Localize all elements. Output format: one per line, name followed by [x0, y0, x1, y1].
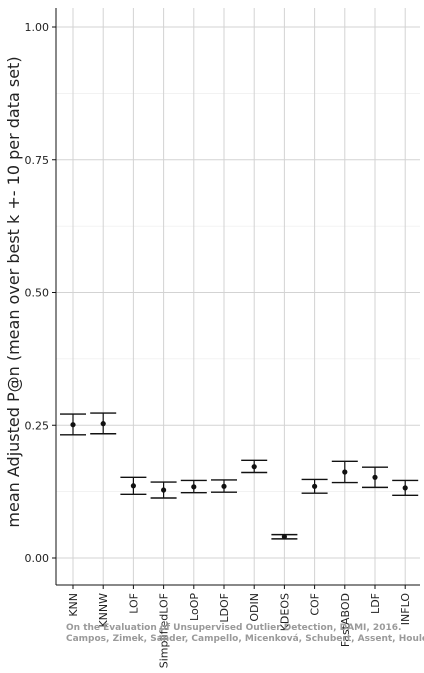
y-tick-label: 1.00 — [25, 21, 50, 34]
mean-point — [221, 483, 227, 489]
error-bar-KNNW — [90, 412, 117, 435]
x-tick-label: KDEOS — [278, 593, 291, 631]
error-bar-LDOF — [211, 479, 237, 493]
x-tick-label: KNNW — [97, 593, 110, 628]
x-tick-label: INFLO — [399, 593, 412, 626]
error-bar-KDEOS — [271, 533, 298, 540]
mean-point — [130, 483, 136, 489]
mean-point — [251, 464, 257, 470]
x-tick-label: ODIN — [248, 593, 261, 622]
y-tick-label: 0.50 — [25, 287, 50, 300]
error-bar-SimplifiedLOF — [150, 481, 177, 499]
error-bar-ODIN — [241, 459, 268, 474]
y-gridlines — [56, 26, 420, 559]
watermark: On the Evaluation of Unsupervised Outlie… — [66, 623, 424, 644]
error-bar-LDF — [362, 466, 388, 489]
y-axis-ticks: 0.00 0.25 0.50 0.75 1.00 — [25, 21, 56, 565]
x-tick-label: FastABOD — [339, 593, 352, 647]
error-bar-LOF — [120, 476, 147, 495]
y-tick-label: 0.00 — [25, 552, 50, 565]
mean-point — [100, 421, 106, 427]
x-tick-label: LDF — [369, 593, 382, 614]
mean-point — [312, 483, 318, 489]
y-axis-label: mean Adjusted P@n (mean over best k +- 1… — [4, 56, 23, 527]
x-tick-label: SimplifiedLOF — [158, 593, 171, 668]
mean-point — [70, 422, 76, 428]
error-bar-INFLO — [392, 479, 419, 497]
y-tick-label: 0.25 — [25, 419, 50, 432]
mean-point — [402, 485, 408, 491]
error-bar-COF — [301, 478, 328, 494]
x-axis-ticks: KNN KNNW LOF SimplifiedLOF LoOP LDOF ODIN KDEOS… — [67, 585, 412, 668]
error-bars — [60, 412, 419, 540]
error-bar-FastABOD — [331, 460, 358, 484]
x-tick-label: COF — [309, 593, 322, 616]
x-tick-label: LoOP — [188, 593, 201, 621]
watermark-line-2: Campos, Zimek, Sander, Campello, Micenko… — [66, 634, 424, 644]
x-tick-label: KNN — [67, 593, 80, 617]
error-bar-KNN — [60, 413, 86, 436]
watermark-line-1: On the Evaluation of Unsupervised Outlie… — [66, 623, 401, 633]
x-tick-label: LOF — [127, 593, 140, 614]
mean-point — [342, 469, 348, 475]
error-bar-LoOP — [180, 479, 207, 494]
y-tick-label: 0.75 — [25, 154, 50, 167]
mean-point — [161, 487, 167, 493]
mean-point — [191, 484, 197, 490]
mean-point — [281, 534, 287, 540]
mean-point — [372, 474, 378, 480]
x-tick-label: LDOF — [218, 593, 231, 623]
